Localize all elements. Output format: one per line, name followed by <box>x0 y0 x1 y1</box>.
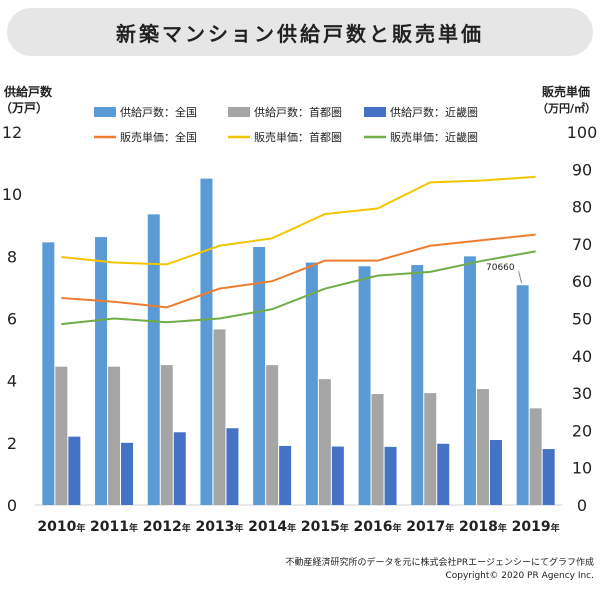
bar-1 <box>411 265 424 505</box>
bar-2 <box>266 365 279 505</box>
bar-3 <box>279 445 292 505</box>
bar-2 <box>318 379 331 505</box>
title-bar: 新築マンション供給戸数と販売単価 <box>7 8 593 56</box>
legend-swatch <box>364 107 386 117</box>
legend-swatch <box>228 107 250 117</box>
right-axis-label-1: 販売単価 <box>542 84 590 99</box>
left-tick-label: 10 <box>2 185 22 204</box>
bar-2 <box>55 366 68 505</box>
left-tick-label: 6 <box>7 310 17 329</box>
bar-3 <box>121 442 134 505</box>
bar-1 <box>305 262 318 505</box>
x-tick-label: 2018年 <box>459 519 507 535</box>
right-tick-label: 90 <box>572 160 592 179</box>
line-series-3 <box>61 250 536 326</box>
line-layer <box>61 175 536 326</box>
x-tick-label: 2016年 <box>354 519 402 535</box>
x-tick-label: 2011年 <box>90 519 138 535</box>
legend-label: 販売単価：首都圏 <box>254 130 342 144</box>
legend-label: 販売単価：近畿圏 <box>390 130 478 144</box>
bar-2 <box>476 389 489 505</box>
left-axis-label-2: （万戸） <box>0 100 48 115</box>
axis-layer: 供給戸数 （万戸） 販売単価 （万円/㎡） 0 2 4 6 8 10 12 0 10 20 30 40… <box>0 84 597 535</box>
right-axis-label-2: （万円/㎡） <box>537 101 596 115</box>
x-tick-label: 2017年 <box>406 519 454 535</box>
label-layer: 70660 <box>486 263 523 284</box>
bar-2 <box>160 365 173 505</box>
x-tick-label: 2012年 <box>143 519 191 535</box>
bar-2 <box>108 366 121 505</box>
right-tick-label: 50 <box>572 310 592 329</box>
x-tick-label: 2019年 <box>512 519 560 535</box>
bar-1 <box>358 266 371 505</box>
bar-2 <box>424 393 437 505</box>
left-tick-label: 2 <box>7 434 17 453</box>
right-tick-label: 60 <box>572 272 592 291</box>
chart-title: 新築マンション供給戸数と販売単価 <box>116 21 484 46</box>
right-tick-label: 80 <box>572 198 592 217</box>
bar-2 <box>371 394 384 505</box>
bar-1 <box>95 237 108 506</box>
bar-1 <box>253 247 266 505</box>
left-tick-label: 0 <box>7 496 17 515</box>
right-tick-label: 20 <box>572 421 592 440</box>
bar-layer <box>42 178 555 506</box>
right-tick-label: 40 <box>572 347 592 366</box>
x-tick-label: 2013年 <box>195 519 243 535</box>
legend-label: 供給戸数：全国 <box>120 105 197 119</box>
line-series-1 <box>61 233 536 309</box>
right-tick-label: 70 <box>572 235 592 254</box>
bar-1 <box>516 285 529 505</box>
right-tick-label: 30 <box>572 384 592 403</box>
bar-1 <box>147 214 160 505</box>
legend-label: 供給戸数：近畿圏 <box>390 105 478 119</box>
bar-1 <box>463 256 476 505</box>
bar-3 <box>226 428 239 505</box>
source-note: 不動産経済研究所のデータを元に株式会社PRエージェンシーにてグラフ作成 <box>285 556 594 568</box>
annotation-leader <box>518 271 523 284</box>
x-tick-label: 2015年 <box>301 519 349 535</box>
bar-3 <box>384 446 397 505</box>
left-axis-label-1: 供給戸数 <box>3 84 53 99</box>
left-tick-label: 12 <box>2 123 22 142</box>
bar-1 <box>42 242 55 506</box>
x-tick-label: 2010年 <box>37 519 85 535</box>
bar-annotation-label: 70660 <box>486 263 515 273</box>
left-tick-label: 4 <box>7 372 17 391</box>
bar-3 <box>542 449 555 505</box>
bar-3 <box>331 446 344 505</box>
legend-swatch <box>94 107 116 117</box>
x-tick-label: 2014年 <box>248 519 296 535</box>
legend-label: 供給戸数：首都圏 <box>254 105 342 119</box>
right-tick-label: 10 <box>572 459 592 478</box>
copyright-note: Copyright© 2020 PR Agency Inc. <box>445 571 594 581</box>
legend-label: 販売単価：全国 <box>120 130 197 144</box>
line-series-2 <box>61 175 536 266</box>
bar-2 <box>213 329 226 505</box>
bar-1 <box>200 178 213 505</box>
bar-3 <box>437 443 450 505</box>
bar-3 <box>489 440 502 505</box>
right-tick-label: 0 <box>577 496 587 515</box>
bar-3 <box>173 432 186 505</box>
bar-3 <box>68 436 81 505</box>
left-tick-label: 8 <box>7 247 17 266</box>
right-tick-label: 100 <box>567 123 598 142</box>
bar-2 <box>529 408 542 505</box>
